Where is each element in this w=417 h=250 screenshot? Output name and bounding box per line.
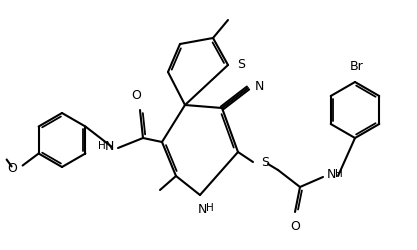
Text: Br: Br	[350, 60, 364, 73]
Text: S: S	[261, 156, 269, 168]
Text: H: H	[335, 169, 343, 179]
Text: S: S	[237, 58, 245, 71]
Text: O: O	[8, 162, 18, 175]
Text: O: O	[131, 89, 141, 102]
Text: H: H	[206, 203, 214, 213]
Text: O: O	[290, 220, 300, 233]
Text: N: N	[197, 203, 207, 216]
Text: N: N	[255, 80, 264, 94]
Text: N: N	[327, 168, 337, 180]
Text: H: H	[98, 141, 106, 151]
Text: N: N	[105, 140, 114, 152]
